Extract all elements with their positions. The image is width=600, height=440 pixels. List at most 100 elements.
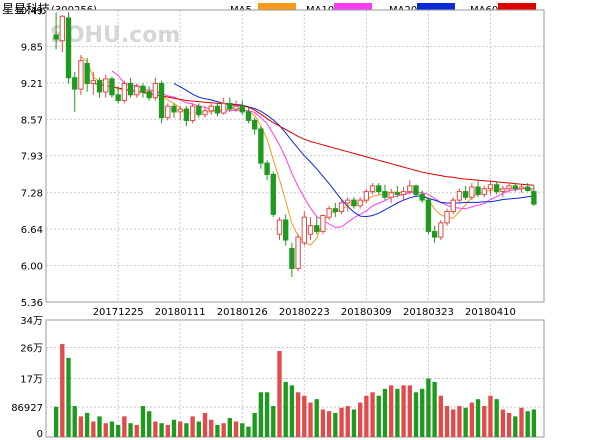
date-tick-label: 20180223 bbox=[279, 307, 330, 318]
volume-bar bbox=[438, 395, 443, 437]
candlestick bbox=[525, 183, 531, 192]
candle-body bbox=[438, 222, 444, 238]
volume-bar bbox=[209, 419, 214, 437]
volume-bar bbox=[246, 426, 251, 437]
volume-bar bbox=[277, 350, 282, 437]
candlestick bbox=[332, 202, 339, 218]
candlestick bbox=[351, 197, 357, 209]
volume-bar bbox=[109, 421, 115, 437]
candle-body bbox=[127, 82, 134, 96]
volume-bar bbox=[339, 407, 344, 437]
candle-body bbox=[369, 185, 376, 193]
volume-bar bbox=[451, 409, 456, 437]
candlestick bbox=[53, 12, 59, 50]
candle-body bbox=[431, 230, 438, 238]
volume-bar bbox=[463, 407, 468, 437]
volume-bar bbox=[389, 385, 394, 437]
candlestick bbox=[394, 185, 401, 198]
candle-body bbox=[394, 192, 401, 195]
candle-body bbox=[258, 128, 264, 164]
candle-body bbox=[531, 191, 537, 205]
price-tick-label: 9.21 bbox=[21, 79, 43, 90]
candle-body bbox=[475, 186, 481, 195]
candlestick bbox=[301, 211, 307, 246]
legend-swatch-ma60 bbox=[498, 3, 536, 13]
candlestick bbox=[369, 183, 376, 195]
volume-bar bbox=[457, 406, 462, 437]
candle-body bbox=[84, 63, 90, 84]
volume-bar bbox=[184, 423, 189, 437]
volume-tick-label: 34万 bbox=[20, 316, 43, 327]
candlestick bbox=[251, 117, 258, 135]
candlestick bbox=[146, 86, 152, 101]
volume-bar bbox=[506, 412, 512, 437]
candlestick bbox=[400, 187, 407, 201]
candle-body bbox=[146, 91, 152, 99]
candlestick bbox=[456, 188, 463, 203]
candlestick bbox=[326, 205, 332, 221]
candle-body bbox=[65, 17, 72, 79]
price-tick-label: 5.36 bbox=[21, 298, 43, 309]
volume-bar bbox=[221, 423, 226, 437]
volume-panel: 34万 26万 17万 86927 0 bbox=[11, 316, 545, 440]
volume-bar bbox=[364, 395, 369, 437]
candle-body bbox=[264, 162, 270, 175]
candlestick bbox=[78, 54, 84, 95]
candle-body bbox=[493, 184, 500, 193]
volume-bar bbox=[72, 406, 77, 437]
candlestick bbox=[481, 185, 487, 198]
volume-bar bbox=[345, 406, 350, 437]
volume-bar bbox=[500, 409, 506, 437]
date-tick-label: 20180323 bbox=[403, 307, 454, 318]
date-tick-label: 20180309 bbox=[341, 307, 392, 318]
volume-bar bbox=[382, 388, 388, 437]
volume-bar bbox=[407, 385, 412, 437]
candlestick bbox=[506, 183, 512, 193]
candle-body bbox=[158, 82, 165, 119]
candlestick bbox=[493, 181, 500, 195]
candlestick bbox=[140, 83, 146, 98]
candlestick bbox=[283, 214, 289, 246]
candlestick bbox=[338, 200, 345, 215]
price-tick-label: 7.93 bbox=[21, 152, 43, 163]
volume-bar bbox=[84, 412, 90, 437]
candle-body bbox=[196, 105, 202, 116]
candlestick bbox=[171, 103, 177, 118]
candlestick bbox=[96, 77, 103, 98]
candlestick bbox=[177, 106, 183, 121]
volume-bar bbox=[488, 395, 493, 437]
volume-tick-label: 26万 bbox=[20, 344, 43, 355]
volume-bar bbox=[432, 381, 437, 437]
candle-body bbox=[177, 108, 183, 113]
volume-bar bbox=[97, 416, 102, 437]
date-tick-label: 20180111 bbox=[155, 307, 206, 318]
price-y-axis: 10.49 9.85 9.21 8.57 7.93 7.28 6.64 6.00 5.36 bbox=[14, 6, 43, 309]
candle-body bbox=[233, 105, 239, 110]
volume-bar bbox=[531, 409, 537, 437]
date-tick-label: 20171225 bbox=[93, 307, 144, 318]
volume-bar bbox=[53, 406, 59, 437]
date-axis: 20171225 20180111 20180126 20180223 20180309… bbox=[93, 307, 516, 318]
price-tick-label: 10.49 bbox=[14, 6, 43, 17]
candlestick bbox=[413, 184, 419, 198]
watermark: SOHU.com bbox=[50, 23, 180, 48]
candlestick bbox=[65, 12, 72, 84]
candle-body bbox=[283, 219, 289, 241]
candle-body bbox=[115, 94, 121, 102]
candle-body bbox=[450, 199, 456, 212]
candle-body bbox=[363, 191, 370, 201]
candlestick bbox=[512, 183, 518, 192]
candle-body bbox=[525, 186, 531, 191]
volume-bar bbox=[240, 423, 245, 437]
candlestick bbox=[72, 72, 78, 112]
candle-body bbox=[338, 202, 345, 212]
candlestick bbox=[462, 185, 469, 201]
candlestick bbox=[127, 77, 134, 98]
candle-body bbox=[506, 185, 512, 190]
candlestick bbox=[289, 242, 295, 277]
candlestick bbox=[425, 197, 432, 235]
price-panel: SOHU.com 10.49 9.85 9.21 8.57 7.93 7.28 6.64 6.… bbox=[14, 6, 545, 318]
candle-body bbox=[183, 108, 190, 121]
volume-bar bbox=[122, 416, 127, 437]
candlestick bbox=[388, 188, 394, 203]
